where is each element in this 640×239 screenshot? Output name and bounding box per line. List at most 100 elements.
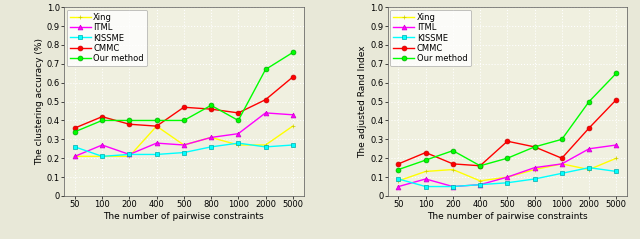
KISSME (262, 146, 269, 148)
Our method (207, 104, 215, 107)
Y-axis label: The adjusted Rand Index: The adjusted Rand Index (358, 45, 367, 158)
CMMC (262, 98, 269, 101)
Legend: Xing, ITML, KISSME, CMMC, Our method: Xing, ITML, KISSME, CMMC, Our method (67, 10, 147, 66)
KISSME (71, 146, 79, 148)
Line: Xing: Xing (396, 156, 619, 183)
KISSME (449, 185, 457, 188)
Our method (585, 100, 593, 103)
Xing (262, 144, 269, 147)
CMMC (180, 106, 188, 109)
ITML (71, 155, 79, 158)
ITML (422, 178, 429, 180)
CMMC (71, 127, 79, 130)
KISSME (153, 153, 161, 156)
Xing (234, 144, 242, 147)
KISSME (99, 155, 106, 158)
X-axis label: The number of pairwise constraints: The number of pairwise constraints (427, 212, 588, 221)
KISSME (476, 183, 484, 186)
ITML (207, 136, 215, 139)
KISSME (289, 144, 296, 147)
Our method (531, 146, 538, 148)
Our method (125, 119, 133, 122)
Our method (234, 119, 242, 122)
Line: Xing: Xing (72, 124, 295, 159)
CMMC (125, 123, 133, 126)
CMMC (504, 140, 511, 143)
Xing (289, 125, 296, 128)
CMMC (531, 146, 538, 148)
CMMC (153, 125, 161, 128)
Line: ITML: ITML (72, 110, 295, 159)
Y-axis label: The clustering accuracy (%): The clustering accuracy (%) (35, 38, 44, 165)
Our method (153, 119, 161, 122)
KISSME (531, 178, 538, 180)
KISSME (558, 172, 566, 175)
Our method (71, 130, 79, 133)
ITML (289, 113, 296, 116)
Our method (99, 119, 106, 122)
Line: Our method: Our method (396, 71, 619, 172)
KISSME (422, 185, 429, 188)
ITML (504, 176, 511, 179)
Xing (207, 136, 215, 139)
ITML (395, 185, 403, 188)
Our method (504, 157, 511, 160)
CMMC (558, 157, 566, 160)
CMMC (476, 164, 484, 167)
CMMC (207, 108, 215, 111)
ITML (125, 153, 133, 156)
Line: CMMC: CMMC (396, 97, 619, 168)
KISSME (395, 178, 403, 180)
ITML (476, 183, 484, 186)
X-axis label: The number of pairwise constraints: The number of pairwise constraints (104, 212, 264, 221)
Our method (262, 68, 269, 71)
ITML (262, 111, 269, 114)
CMMC (422, 151, 429, 154)
Xing (504, 176, 511, 179)
Xing (422, 170, 429, 173)
ITML (585, 147, 593, 150)
Xing (449, 168, 457, 171)
Xing (395, 179, 403, 182)
Our method (449, 149, 457, 152)
Xing (153, 125, 161, 128)
Xing (476, 179, 484, 182)
Legend: Xing, ITML, KISSME, CMMC, Our method: Xing, ITML, KISSME, CMMC, Our method (390, 10, 470, 66)
CMMC (234, 111, 242, 114)
Xing (71, 155, 79, 158)
CMMC (395, 163, 403, 165)
Our method (422, 159, 429, 162)
Xing (180, 144, 188, 147)
ITML (99, 144, 106, 147)
Our method (180, 119, 188, 122)
Our method (476, 164, 484, 167)
KISSME (234, 142, 242, 145)
KISSME (612, 170, 620, 173)
CMMC (289, 76, 296, 78)
KISSME (504, 181, 511, 184)
ITML (153, 142, 161, 145)
ITML (234, 132, 242, 135)
CMMC (449, 163, 457, 165)
Xing (558, 163, 566, 165)
KISSME (180, 151, 188, 154)
Xing (99, 155, 106, 158)
Xing (531, 168, 538, 171)
ITML (180, 144, 188, 147)
Line: CMMC: CMMC (72, 75, 295, 130)
ITML (449, 185, 457, 188)
Line: ITML: ITML (396, 143, 619, 189)
ITML (558, 163, 566, 165)
Xing (612, 157, 620, 160)
CMMC (99, 115, 106, 118)
CMMC (612, 98, 620, 101)
Xing (585, 168, 593, 171)
Line: Our method: Our method (72, 50, 295, 134)
Our method (395, 168, 403, 171)
Line: KISSME: KISSME (72, 141, 295, 159)
ITML (612, 144, 620, 147)
CMMC (585, 127, 593, 130)
KISSME (125, 153, 133, 156)
Our method (289, 51, 296, 54)
KISSME (207, 146, 215, 148)
